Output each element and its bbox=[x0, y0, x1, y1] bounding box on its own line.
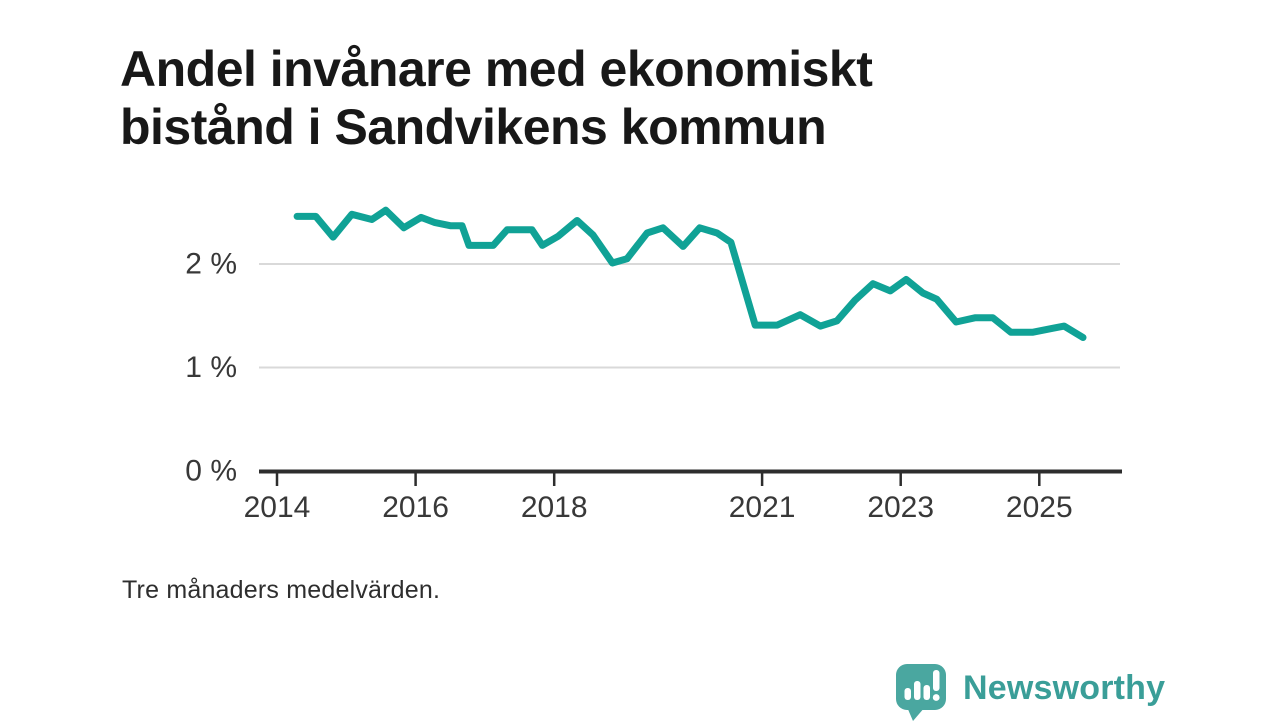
page-title: Andel invånare med ekonomiskt bistånd i … bbox=[120, 40, 1160, 156]
newsworthy-logo: Newsworthy bbox=[894, 662, 1165, 722]
page-title-line-1: Andel invånare med ekonomiskt bbox=[120, 40, 873, 97]
y-tick-label: 0 % bbox=[185, 455, 237, 488]
x-tick-label: 2014 bbox=[244, 491, 311, 524]
newsworthy-logo-text: Newsworthy bbox=[963, 668, 1166, 707]
x-tick-label: 2021 bbox=[729, 491, 796, 524]
page-title-line-2: bistånd i Sandvikens kommun bbox=[120, 98, 827, 155]
data-series-line bbox=[293, 206, 1087, 341]
x-tick-label: 2023 bbox=[867, 491, 934, 524]
x-tick-label: 2025 bbox=[1006, 491, 1073, 524]
chart-note: Tre månaders medelvärden. bbox=[122, 576, 441, 604]
x-tick-label: 2016 bbox=[382, 491, 449, 524]
bar-chart-speech-bubble-icon bbox=[896, 664, 946, 721]
x-tick-label: 2018 bbox=[521, 491, 588, 524]
y-tick-label: 2 % bbox=[185, 248, 237, 281]
y-tick-label: 1 % bbox=[185, 351, 237, 384]
